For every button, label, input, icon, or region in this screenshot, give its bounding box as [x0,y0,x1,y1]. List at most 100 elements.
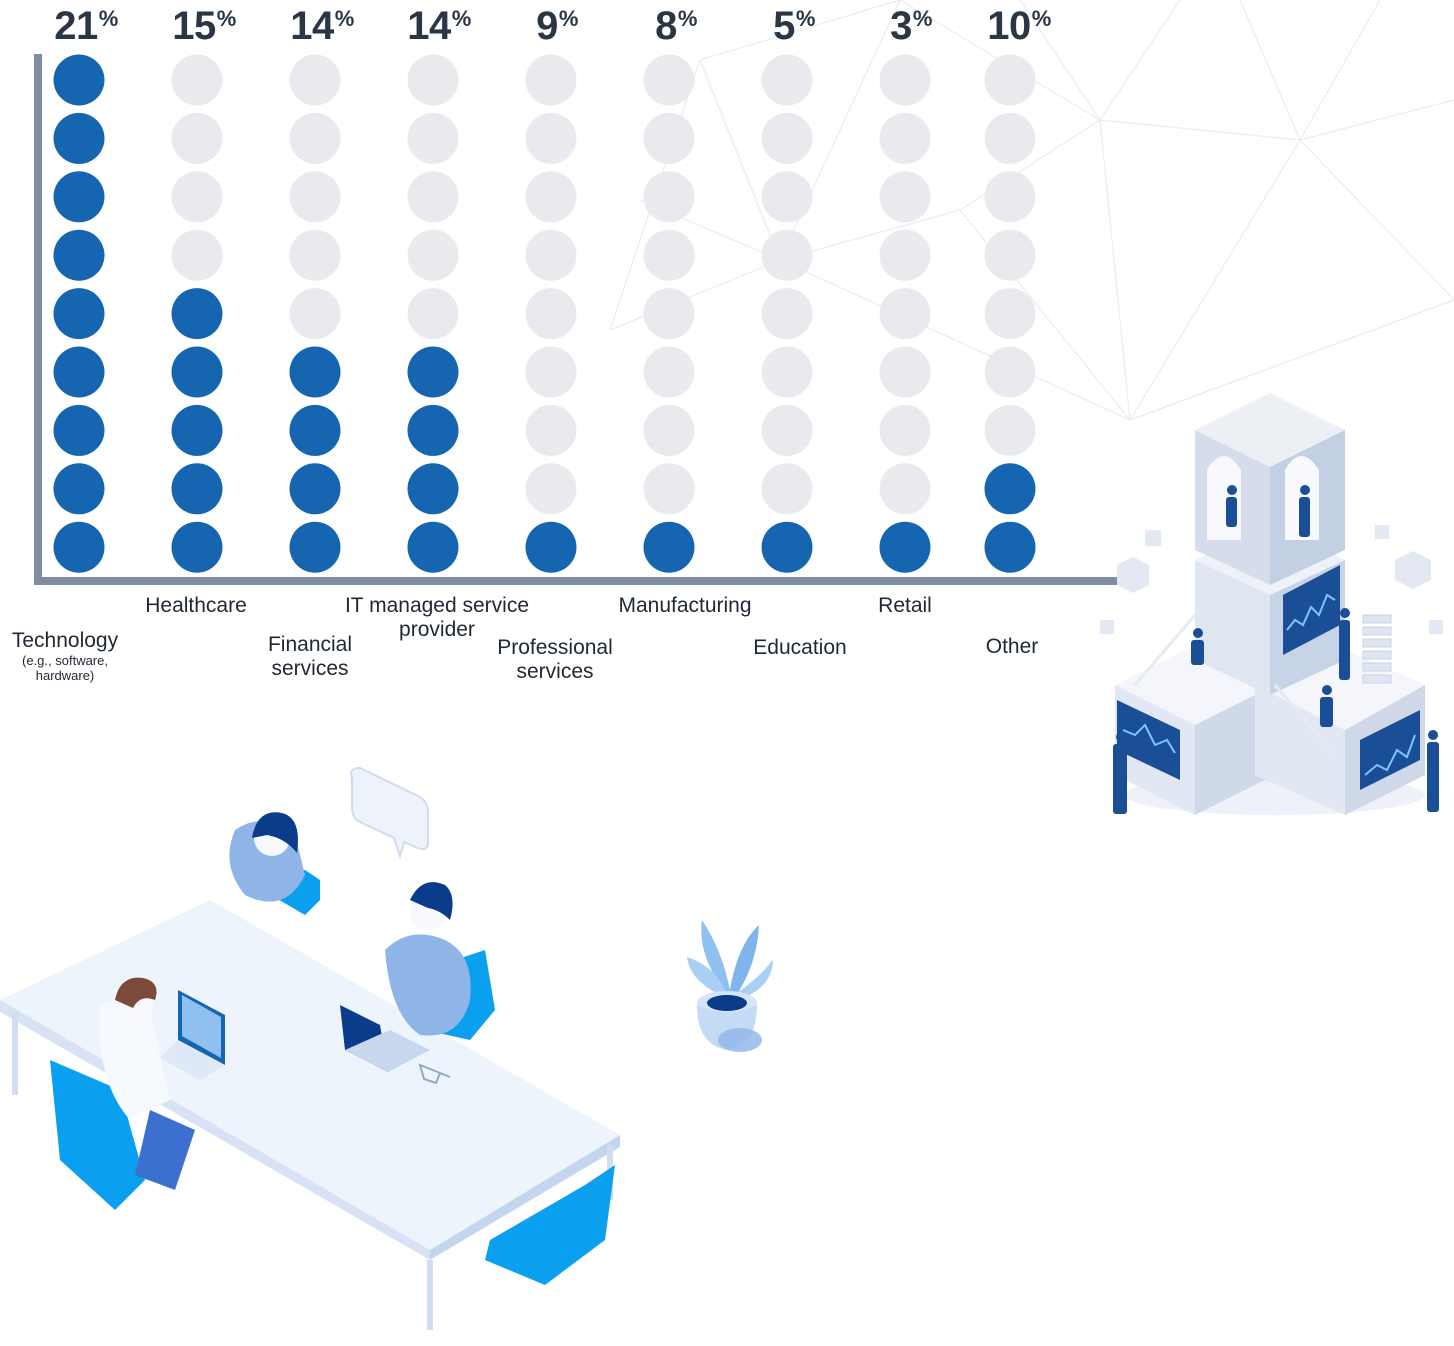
empty-dot-3-4 [289,229,341,281]
empty-dot-8-8 [879,463,931,515]
empty-dot-5-1 [525,54,577,106]
category-label-text: IT managed service provider [344,594,530,641]
percent-value: 8 [655,4,677,48]
percent-value: 21 [54,4,98,48]
filled-dot-1-1 [53,54,105,106]
filled-dot-2-7 [171,404,223,456]
percent-symbol: % [1031,6,1052,31]
filled-dot-1-3 [53,171,105,223]
percent-label: 5% [773,4,815,49]
percent-label: 8% [655,4,697,49]
percent-symbol: % [451,6,472,31]
percent-value: 5 [773,4,795,48]
percent-label: 14% [290,4,354,49]
empty-dot-4-4 [407,229,459,281]
empty-dot-9-6 [984,346,1036,398]
filled-dot-2-9 [171,521,223,573]
percent-symbol: % [677,6,698,31]
percent-symbol: % [98,6,119,31]
filled-dot-7-9 [761,521,813,573]
empty-dot-9-7 [984,404,1036,456]
empty-dot-9-4 [984,229,1036,281]
percent-label: 15% [172,4,236,49]
category-label-text: Education [753,636,847,659]
empty-dot-2-1 [171,54,223,106]
category-label: Financial services [268,633,352,681]
category-label: IT managed service provider [345,594,529,642]
empty-dot-6-3 [643,171,695,223]
empty-dot-9-3 [984,171,1036,223]
empty-dot-7-5 [761,288,813,340]
category-label: Other [986,635,1039,659]
percent-value: 9 [536,4,558,48]
filled-dot-1-7 [53,404,105,456]
dot-column-chart [34,54,1120,585]
empty-dot-5-5 [525,288,577,340]
empty-dot-4-3 [407,171,459,223]
empty-dot-6-4 [643,229,695,281]
empty-dot-9-2 [984,112,1036,164]
category-label-text: Retail [878,594,932,617]
empty-dot-8-6 [879,346,931,398]
filled-dot-1-8 [53,463,105,515]
percent-label: 21% [54,4,118,49]
empty-dot-7-2 [761,112,813,164]
percent-symbol: % [795,6,816,31]
percent-symbol: % [912,6,933,31]
percent-symbol: % [558,6,579,31]
empty-dot-8-4 [879,229,931,281]
category-label: Manufacturing [618,594,751,618]
empty-dot-4-2 [407,112,459,164]
empty-dot-8-5 [879,288,931,340]
empty-dot-8-1 [879,54,931,106]
empty-dot-9-5 [984,288,1036,340]
filled-dot-3-8 [289,463,341,515]
empty-dot-5-3 [525,171,577,223]
empty-dot-7-6 [761,346,813,398]
filled-dot-3-7 [289,404,341,456]
filled-dot-1-4 [53,229,105,281]
category-label-text: Financial services [267,633,353,680]
percent-symbol: % [216,6,237,31]
empty-dot-8-7 [879,404,931,456]
empty-dot-8-2 [879,112,931,164]
filled-dot-4-6 [407,346,459,398]
percent-label: 9% [536,4,578,49]
category-sublabel: (e.g., software, hardware) [22,653,108,683]
percent-value: 15 [172,4,216,48]
filled-dot-4-9 [407,521,459,573]
filled-dot-1-5 [53,288,105,340]
percent-value: 14 [407,4,451,48]
empty-dot-3-5 [289,288,341,340]
empty-dot-7-3 [761,171,813,223]
empty-dot-3-1 [289,54,341,106]
percent-label: 14% [407,4,471,49]
filled-dot-2-8 [171,463,223,515]
category-label: Education [753,636,846,660]
empty-dot-4-1 [407,54,459,106]
potted-plant-illustration [687,920,773,1052]
filled-dot-3-6 [289,346,341,398]
category-label-text: Manufacturing [618,594,752,617]
filled-dot-1-6 [53,346,105,398]
empty-dot-7-8 [761,463,813,515]
empty-dot-6-8 [643,463,695,515]
category-label-text: Healthcare [145,594,247,617]
filled-dot-8-9 [879,521,931,573]
empty-dot-2-4 [171,229,223,281]
meeting-table-illustration [0,766,620,1330]
empty-dot-2-3 [171,171,223,223]
empty-dot-5-4 [525,229,577,281]
filled-dot-1-9 [53,521,105,573]
filled-dot-4-7 [407,404,459,456]
empty-dot-6-2 [643,112,695,164]
filled-dot-5-9 [525,521,577,573]
empty-dot-5-8 [525,463,577,515]
empty-dot-7-1 [761,54,813,106]
empty-dot-2-2 [171,112,223,164]
percent-label: 3% [890,4,932,49]
empty-dot-6-6 [643,346,695,398]
isometric-data-tower-illustration [1100,393,1443,815]
category-label: Technology (e.g., software, hardware) [12,629,118,683]
filled-dot-9-8 [984,463,1036,515]
